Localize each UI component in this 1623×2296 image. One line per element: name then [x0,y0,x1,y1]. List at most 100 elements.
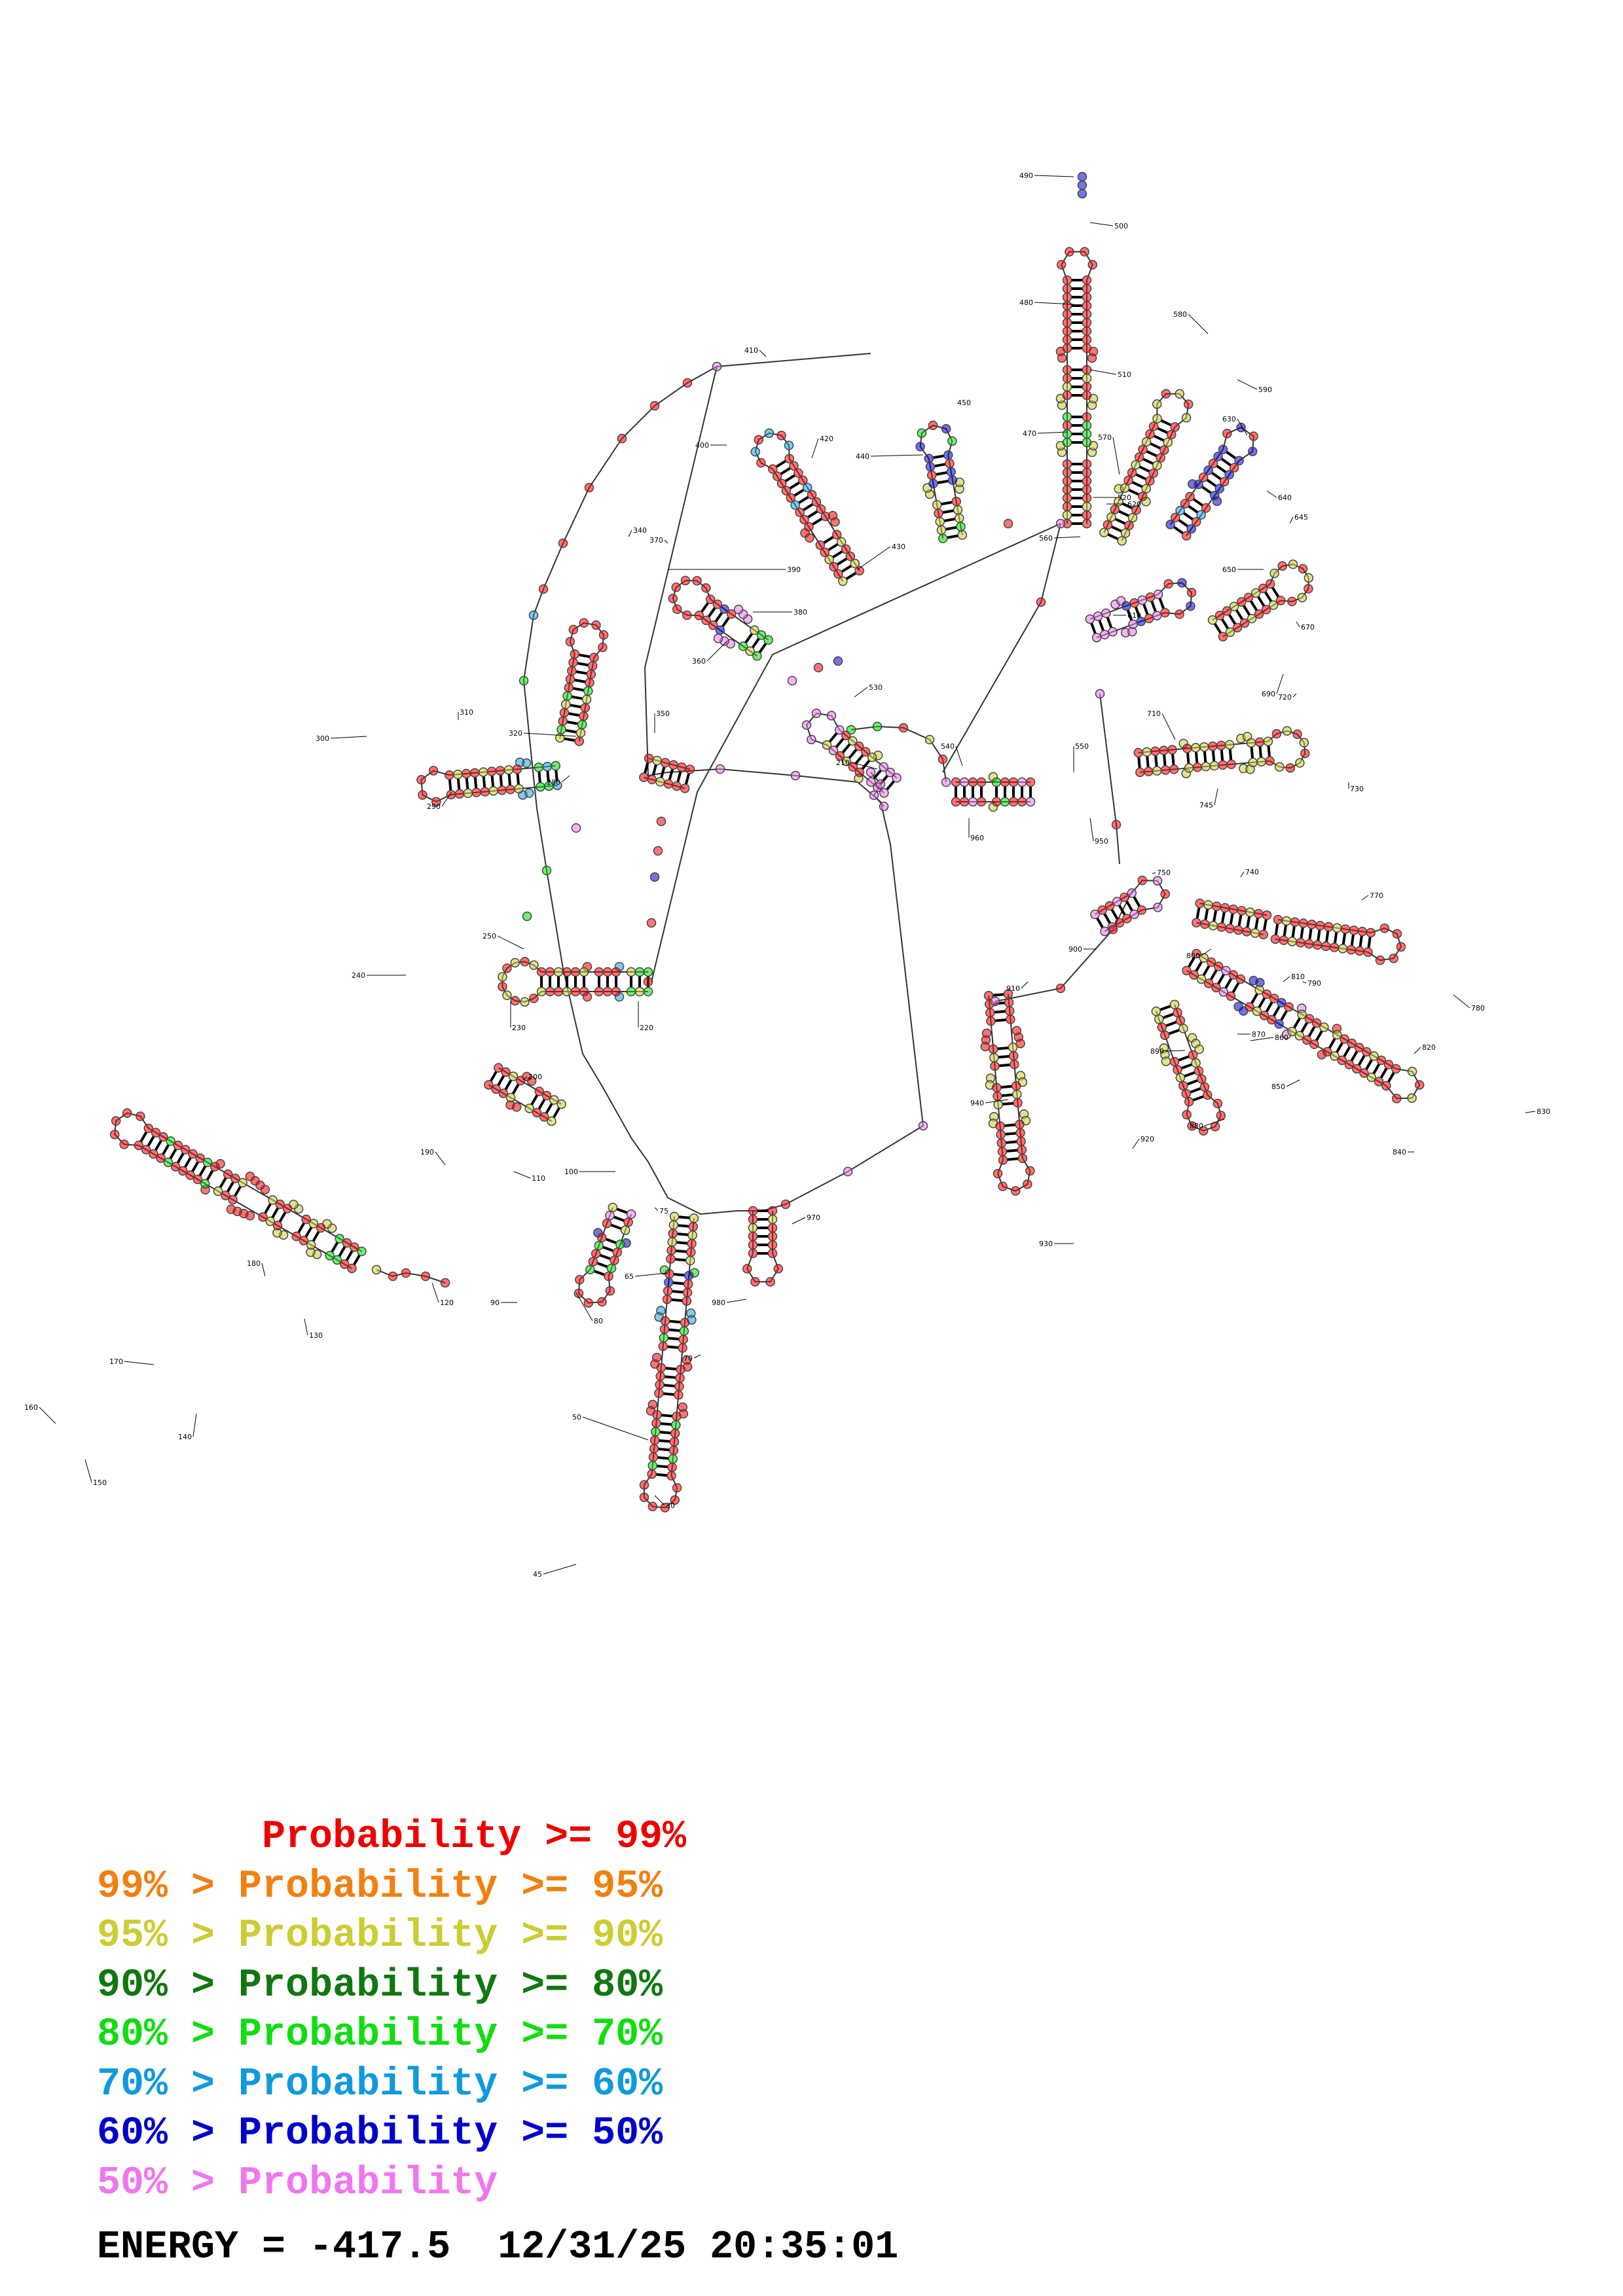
nucleotide-base [1208,921,1218,931]
position-tick [1053,536,1081,539]
nucleotide-base [767,1223,778,1233]
nucleotide-base [991,797,1002,807]
nucleotide-base [780,1199,791,1210]
nucleotide-base [1259,1011,1269,1020]
nucleotide-base [596,1232,607,1243]
nucleotide-base [1270,934,1281,944]
nucleotide-base [845,551,856,562]
nucleotide-base [968,777,978,787]
nucleotide-base [841,544,851,554]
nucleotide-base [947,475,958,485]
nucleotide-base [594,967,604,977]
position-label: 620 [1127,500,1141,509]
nucleotide-base [1159,1030,1170,1041]
nucleotide-base [1258,929,1269,940]
nucleotide-base [811,497,822,507]
nucleotide-base [835,751,845,761]
nucleotide-base [936,525,947,535]
nucleotide-base [1082,292,1092,302]
nucleotide-base [1354,1043,1364,1052]
nucleotide-base [1017,797,1027,807]
nucleotide-base [519,675,529,686]
nucleotide-base [1082,518,1092,529]
position-tick [1302,981,1307,984]
base-pair-bond [1188,956,1195,968]
position-label: 890 [1150,1047,1164,1056]
base-pair-bond [1264,591,1273,603]
nucleotide-base [1154,1014,1164,1024]
legend-row: 80% > Probability >= 70% [97,2011,686,2060]
nucleotide-base [1237,906,1247,916]
nucleotide-base [1077,188,1087,199]
base-pair-bond [803,503,814,512]
nucleotide-base [1062,300,1072,311]
position-tick [1361,895,1369,901]
nucleotide-base [583,1298,594,1308]
nucleotide-base [1137,595,1147,605]
nucleotide-base [202,1157,213,1168]
base-pair-bond [1006,1149,1018,1153]
position-tick [1034,175,1074,177]
nucleotide-base [1254,737,1265,747]
nucleotide-base [446,789,456,800]
base-pair-bond [154,1139,162,1151]
nucleotide-base [1186,588,1197,598]
base-pair-bond [998,1054,1010,1059]
base-pair-bond [1188,505,1199,514]
nucleotide-base [1186,601,1195,611]
nucleotide-base [1290,917,1300,927]
position-label: 560 [1039,534,1053,543]
nucleotide-base [564,683,574,692]
nucleotide-base [1160,889,1170,899]
nucleotide-base [993,1168,1003,1179]
nucleotide-base [790,770,801,781]
nucleotide-base [924,454,934,463]
base-pair-bond [744,632,754,644]
nucleotide-base [606,1263,617,1274]
nucleotide-base [1055,983,1066,994]
nucleotide-base [1265,579,1275,589]
base-pair-bond [997,1046,1009,1050]
nucleotide-base [667,1237,677,1247]
nucleotide-base [941,777,951,787]
nucleotide-base [826,711,837,721]
nucleotide-base [820,547,830,558]
nucleotide-base [480,787,490,797]
position-label: 280 [547,778,560,787]
nucleotide-base [498,982,507,992]
nucleotide-base [685,1255,695,1266]
nucleotide-base [1224,740,1235,750]
nucleotide-base [602,1219,612,1229]
nucleotide-base [1287,1026,1297,1037]
nucleotide-base [1250,928,1260,938]
nucleotide-base [1273,914,1283,925]
base-pair-bond [942,509,954,514]
position-tick [192,1413,197,1437]
position-tick [1089,222,1114,226]
nucleotide-base [1175,1016,1186,1026]
nucleotide-base [1008,1043,1018,1052]
base-pair-bond [1336,1042,1344,1053]
nucleotide-base [594,986,604,997]
nucleotide-base [680,575,691,586]
nucleotide-base [1199,742,1209,752]
base-pair-bond [511,1083,520,1095]
nucleotide-base [1194,1044,1204,1054]
position-label: 840 [1393,1148,1406,1157]
rna-secondary-structure-diagram: 490 500 480 510 470 520 560 570 580 590 630 640 645 6… [24,171,1550,1579]
nucleotide-base [1082,412,1092,422]
nucleotide-base [1095,689,1105,699]
nucleotide-base [1150,746,1160,757]
base-pair-bond [297,1222,306,1234]
nucleotide-base [547,1116,556,1126]
position-label: 710 [1147,709,1161,718]
nucleotide-base [1124,520,1134,531]
nucleotide-base [549,1095,559,1105]
legend-range-label: Probability >= 95% [238,1864,663,1909]
base-pair-bond [659,1431,671,1435]
position-tick [955,745,963,766]
nucleotide-base [1218,632,1228,641]
nucleotide-base [1141,437,1152,447]
base-pair-bond [1006,1140,1017,1144]
nucleotide-base [985,1007,995,1018]
